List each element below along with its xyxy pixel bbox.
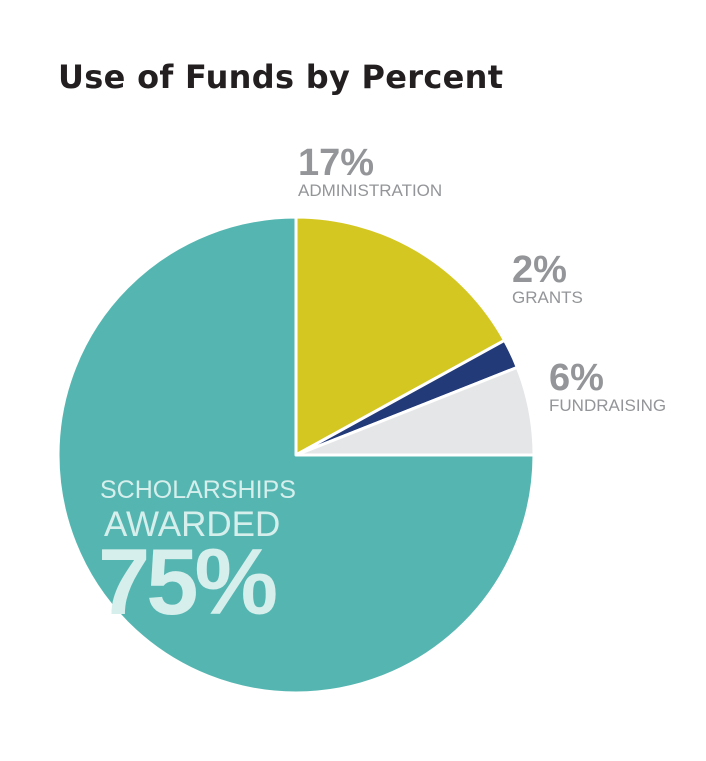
- slice-percent-fundraising: 6%: [549, 357, 604, 399]
- slice-percent-grants: 2%: [512, 249, 567, 291]
- pie-slice-scholarships-awarded: [56, 215, 536, 695]
- pie-slice-administration: [294, 215, 507, 457]
- slice-percent-administration: 17%: [298, 142, 374, 184]
- slice-percent-scholarships-awarded: 75%: [98, 529, 277, 634]
- chart-title: Use of Funds by Percent: [58, 58, 504, 96]
- slice-label-scholarships-awarded-line-2: AWARDED: [104, 505, 280, 544]
- labels-layer: 17%ADMINISTRATION 2%GRANTS 6%FUNDRAISING SC…: [98, 142, 666, 634]
- slice-label-grants: GRANTS: [512, 288, 583, 307]
- slice-label-administration: ADMINISTRATION: [298, 181, 442, 200]
- slices-layer: [56, 215, 536, 695]
- slice-label-scholarships-awarded-line-1: SCHOLARSHIPS: [100, 476, 296, 504]
- slice-label-fundraising: FUNDRAISING: [549, 396, 666, 415]
